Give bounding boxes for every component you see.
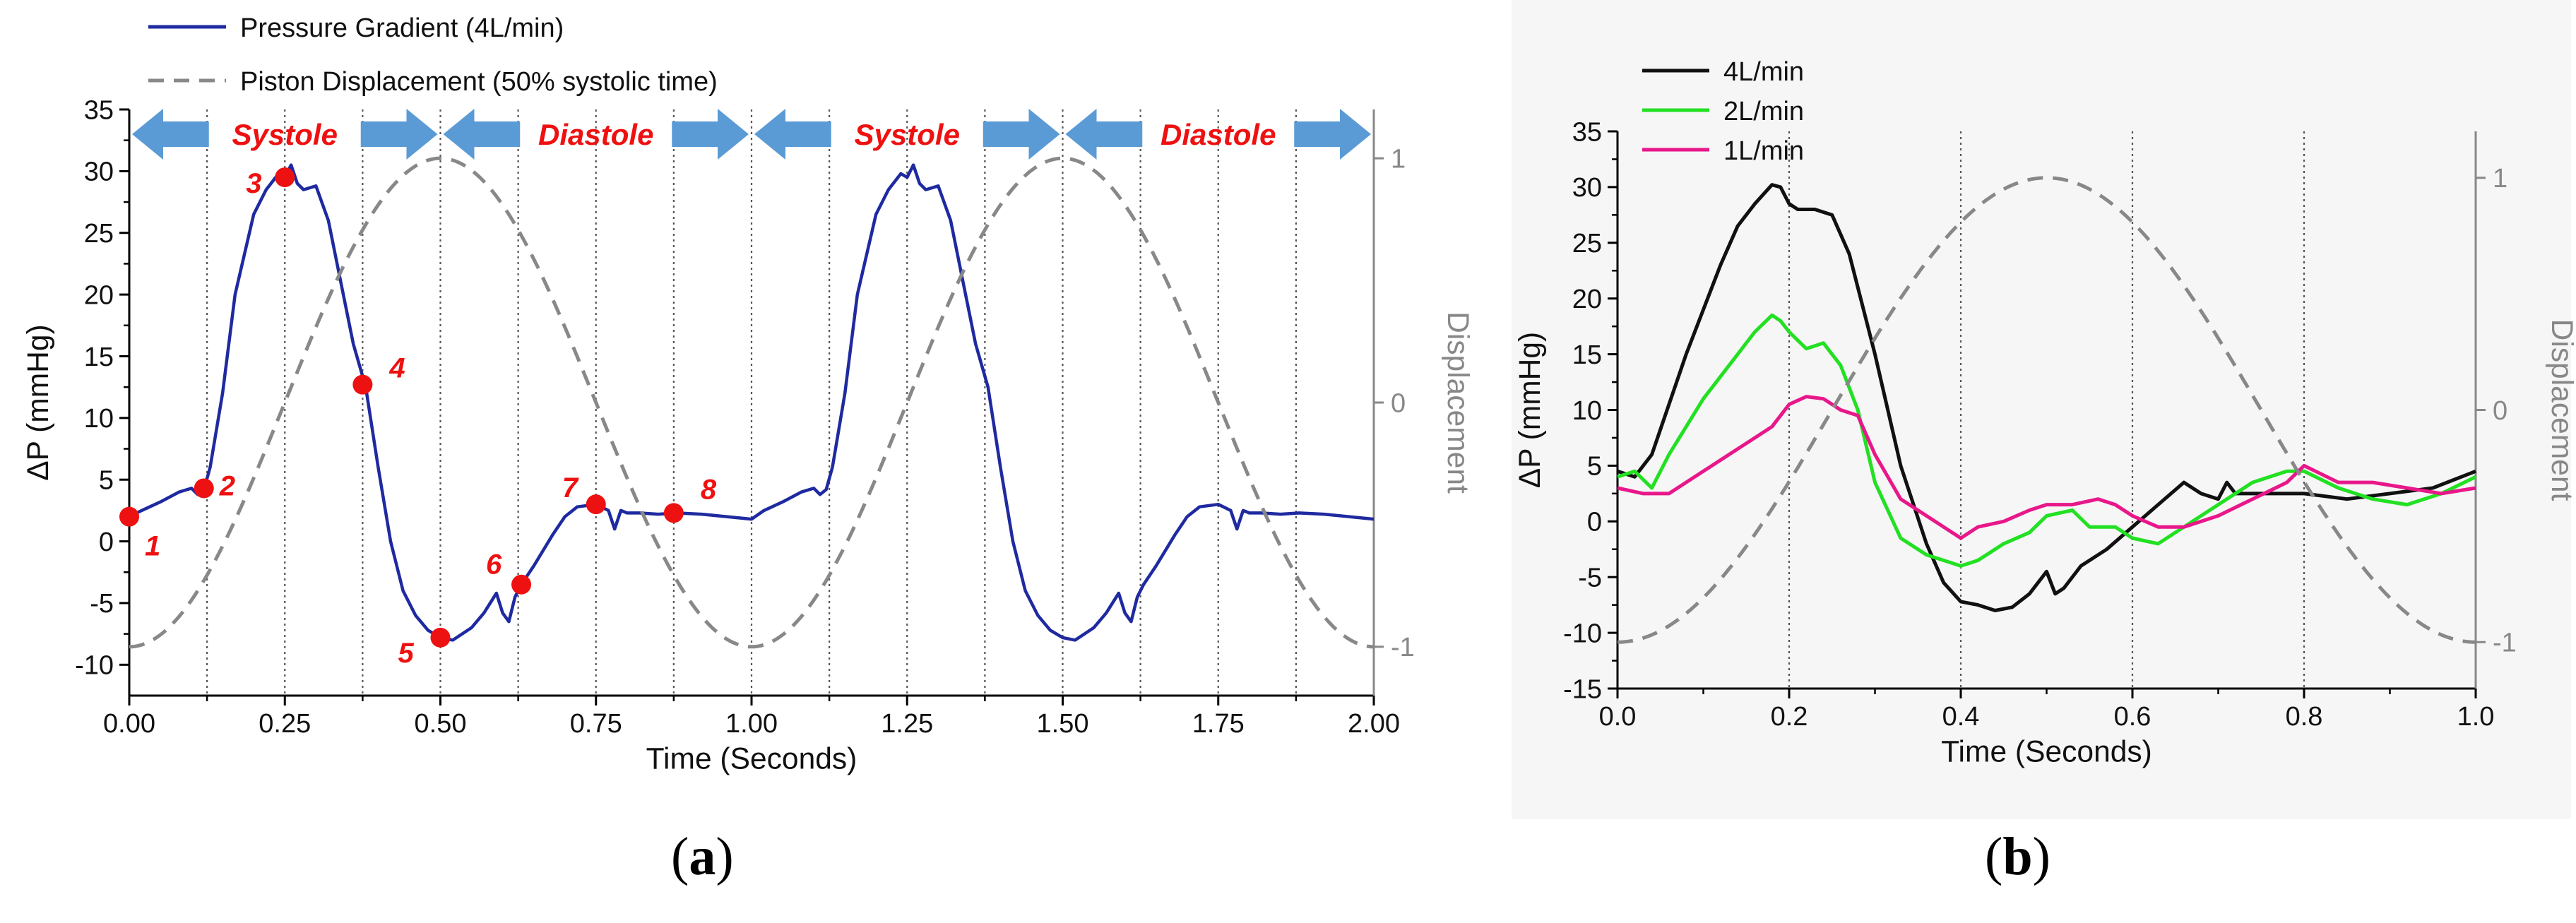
x-tick-label-0: 0.00 <box>103 709 155 739</box>
y-tick-label-5: 15 <box>84 343 114 372</box>
y-axis-title: ΔP (mmHg) <box>1513 332 1547 488</box>
x-tick-label-3: 0.75 <box>570 709 622 739</box>
x-tick-label-4: 0.8 <box>2286 702 2323 732</box>
series-displacement <box>129 156 1374 649</box>
legend-label-1l-min: 1L/min <box>1723 136 1804 166</box>
chart-b: 0.0 0.2 0.4 0.6 0.8 1.0-15-10-505101520253035… <box>1513 57 2576 768</box>
x-axis-title: Time (Seconds) <box>1941 734 2152 768</box>
marker-label-2: 2 <box>219 470 235 501</box>
y2-tick-label-2: 1 <box>2493 164 2507 193</box>
chart-a: 0.00 0.25 0.50 0.75 1.00 1.25 1.50 1.75 2.00-10-… <box>21 13 1475 775</box>
y-tick-label-7: 20 <box>1572 285 1602 314</box>
series-2l-min <box>1617 313 2477 568</box>
y-tick-label-8: 25 <box>1572 229 1602 258</box>
legend-label-displacement: Piston Displacement (50% systolic time) <box>240 67 718 97</box>
marker-label-5: 5 <box>398 638 415 669</box>
marker-label-7: 7 <box>562 472 579 504</box>
y-tick-label-2: 0 <box>99 528 114 557</box>
x-tick-label-2: 0.4 <box>1942 702 1980 732</box>
marker-label-1: 1 <box>145 531 160 562</box>
marker-label-4: 4 <box>388 353 405 384</box>
legend-label-2l-min: 2L/min <box>1723 97 1804 126</box>
x-tick-label-5: 1.0 <box>2457 702 2495 732</box>
y-axis-title: ΔP (mmHg) <box>21 324 55 480</box>
y-tick-label-2: -5 <box>1578 564 1602 593</box>
phase-label-2: Systole <box>855 118 960 151</box>
marker-4 <box>352 374 373 395</box>
y-tick-label-4: 10 <box>84 404 114 434</box>
phase-arrow-right-2 <box>983 109 1060 160</box>
y-tick-label-1: -10 <box>1563 619 1602 648</box>
y2-tick-label-2: 1 <box>1391 144 1406 174</box>
y-tick-label-7: 25 <box>84 219 114 249</box>
x-axis-title: Time (Seconds) <box>646 742 857 775</box>
phase-arrow-left-0 <box>132 109 209 160</box>
y-tick-label-4: 5 <box>1587 452 1602 482</box>
phase-arrow-right-1 <box>672 109 749 160</box>
phase-label-0: Systole <box>232 118 338 151</box>
x-tick-label-8: 2.00 <box>1348 709 1400 739</box>
series-displacement <box>1617 176 2476 644</box>
y2-tick-label-0: -1 <box>2493 629 2517 658</box>
caption-a: (a) <box>671 827 734 886</box>
phase-arrow-right-0 <box>360 109 438 160</box>
x-tick-label-1: 0.2 <box>1771 702 1808 732</box>
phase-label-3: Diastole <box>1161 118 1276 151</box>
y-tick-label-10: 35 <box>1572 117 1602 147</box>
y-tick-label-6: 20 <box>84 280 114 310</box>
y-tick-label-9: 35 <box>84 95 114 125</box>
y-tick-label-8: 30 <box>84 157 114 187</box>
series-4l-min <box>1617 183 2476 612</box>
marker-5 <box>430 627 451 648</box>
y2-tick-label-0: -1 <box>1391 633 1415 662</box>
y-tick-label-6: 15 <box>1572 340 1602 370</box>
y-tick-label-9: 30 <box>1572 173 1602 203</box>
marker-2 <box>194 478 214 499</box>
phase-arrow-right-3 <box>1294 109 1371 160</box>
y2-axis-title: Displacement <box>1441 311 1475 494</box>
x-tick-label-5: 1.25 <box>881 709 933 739</box>
marker-7 <box>586 494 606 515</box>
x-tick-label-3: 0.6 <box>2114 702 2151 732</box>
phase-arrow-left-1 <box>443 109 521 160</box>
y2-axis-title: Displacement <box>2545 319 2576 501</box>
marker-label-8: 8 <box>701 474 717 505</box>
marker-8 <box>663 503 684 523</box>
x-tick-label-2: 0.50 <box>415 709 467 739</box>
legend-label-4l-min: 4L/min <box>1723 57 1804 87</box>
x-tick-label-4: 1.00 <box>725 709 778 739</box>
marker-3 <box>275 167 295 188</box>
y-tick-label-3: 0 <box>1587 508 1602 537</box>
y-tick-label-0: -15 <box>1563 674 1602 704</box>
panel-b-background <box>1512 0 2571 819</box>
phase-arrow-left-3 <box>1065 109 1143 160</box>
marker-1 <box>119 506 139 527</box>
series-1l-min <box>1617 395 2476 540</box>
y-tick-label-3: 5 <box>99 466 114 496</box>
marker-label-6: 6 <box>486 549 502 580</box>
caption-a-letter: a <box>689 827 716 886</box>
series-pressure-gradient-4l-min- <box>129 163 1375 642</box>
y-tick-label-5: 10 <box>1572 396 1602 426</box>
y2-tick-label-1: 0 <box>2493 396 2507 426</box>
phase-arrow-left-2 <box>754 109 831 160</box>
y2-tick-label-1: 0 <box>1391 388 1406 418</box>
x-tick-label-7: 1.75 <box>1192 709 1245 739</box>
phase-label-1: Diastole <box>538 118 653 151</box>
caption-b-letter: b <box>2002 827 2033 886</box>
x-tick-label-6: 1.50 <box>1037 709 1089 739</box>
marker-label-3: 3 <box>246 168 261 199</box>
legend-label-pressure: Pressure Gradient (4L/min) <box>240 13 564 43</box>
y-tick-label-1: -5 <box>90 589 114 619</box>
x-tick-label-1: 0.25 <box>259 709 311 739</box>
caption-b: (b) <box>1985 827 2050 886</box>
x-tick-label-0: 0.0 <box>1599 702 1637 732</box>
y-tick-label-0: -10 <box>75 651 114 681</box>
marker-6 <box>511 574 532 595</box>
